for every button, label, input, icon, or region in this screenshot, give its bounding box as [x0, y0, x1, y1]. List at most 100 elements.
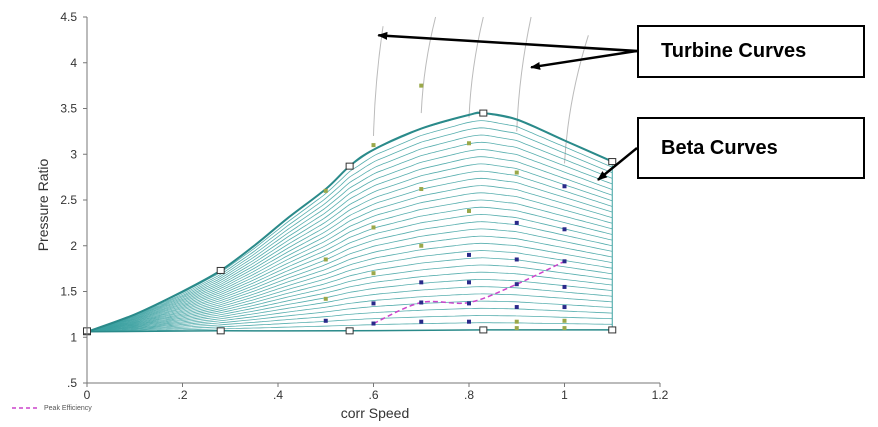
surge-line	[86, 111, 613, 333]
beta-curve	[86, 149, 613, 333]
peak-efficiency-line	[373, 260, 565, 325]
operating-point	[323, 296, 328, 301]
beta-curve	[86, 163, 613, 333]
operating-point	[562, 284, 567, 289]
operating-point	[371, 271, 376, 276]
beta-curves	[86, 112, 613, 333]
beta-curve	[86, 192, 613, 333]
y-tick-label: 4	[70, 56, 77, 70]
beta-curve	[86, 307, 613, 333]
turbine-curve	[516, 16, 532, 132]
map-marker	[608, 326, 617, 334]
x-tick-label: .4	[273, 388, 283, 402]
beta-curve	[86, 177, 613, 333]
map-marker	[216, 327, 225, 335]
beta-curve	[86, 257, 613, 333]
x-tick-label: .6	[368, 388, 378, 402]
beta-curve	[86, 286, 613, 333]
map-marker	[479, 326, 488, 334]
operating-point	[467, 280, 471, 285]
operating-point	[419, 187, 424, 192]
beta-curve	[86, 199, 613, 333]
operating-point	[562, 184, 567, 189]
turbine-curve	[468, 16, 484, 118]
operating-point	[467, 208, 471, 213]
y-tick-label: 1.5	[60, 285, 77, 299]
beta-curve	[86, 213, 613, 333]
beta-curve	[86, 170, 613, 333]
operating-point	[419, 319, 424, 324]
beta-arrow	[597, 147, 638, 181]
operating-point	[562, 326, 567, 331]
turbine-arrow	[530, 49, 638, 70]
y-tick-label: .5	[67, 376, 77, 390]
operating-point	[371, 143, 376, 148]
operating-point	[371, 301, 376, 306]
map-marker	[216, 266, 225, 274]
x-tick-label: 1	[561, 388, 568, 402]
operating-points	[323, 83, 567, 331]
y-tick-label: 3.5	[60, 102, 77, 116]
x-tick-label: 1.2	[652, 388, 669, 402]
operating-point	[514, 326, 519, 331]
operating-point	[562, 259, 567, 264]
beta-curve	[86, 228, 613, 333]
beta-curve	[86, 156, 613, 333]
y-tick-label: 3	[70, 147, 77, 161]
turbine-curves-callout: Turbine Curves	[637, 25, 865, 78]
beta-curve	[86, 250, 613, 333]
beta-curve	[86, 221, 613, 333]
operating-point	[323, 318, 328, 323]
beta-curve	[86, 293, 613, 333]
y-tick-label: 2.5	[60, 193, 77, 207]
y-axis-title: Pressure Ratio	[35, 158, 51, 251]
beta-curve	[86, 242, 613, 333]
operating-point	[514, 319, 519, 324]
operating-point	[467, 301, 471, 306]
beta-curve	[86, 264, 613, 333]
operating-point	[419, 243, 424, 248]
operating-point	[514, 170, 519, 175]
turbine-curves	[373, 16, 589, 164]
legend: Peak Efficiency	[12, 405, 92, 412]
operating-point	[514, 257, 519, 262]
x-axis-title: corr Speed	[341, 405, 409, 421]
operating-point	[514, 282, 519, 287]
beta-curve	[86, 271, 613, 333]
y-tick-label: 4.5	[60, 10, 77, 24]
beta-curve	[86, 206, 613, 333]
operating-point	[467, 252, 471, 257]
turbine-curve	[420, 16, 437, 114]
map-marker	[608, 158, 617, 166]
operating-point	[467, 319, 471, 324]
turbine-curves-callout-text: Turbine Curves	[661, 40, 807, 62]
map-marker	[345, 162, 354, 170]
operating-point	[371, 321, 376, 326]
x-tick-label: 0	[84, 388, 91, 402]
beta-curve	[86, 300, 613, 333]
operating-point	[419, 300, 424, 305]
beta-curve	[86, 127, 613, 333]
annotation-arrows	[377, 31, 638, 181]
operating-point	[419, 280, 424, 285]
map-marker	[345, 327, 354, 335]
legend-peak-efficiency-label: Peak Efficiency	[44, 405, 92, 412]
tick-labels: 0.2.4.6.8 1 1.24.543.532.521.51.5	[60, 10, 668, 402]
beta-curve	[86, 134, 613, 333]
beta-curve	[86, 278, 613, 333]
operating-point	[514, 220, 519, 225]
turbine-arrow	[377, 31, 638, 53]
beta-curve	[86, 141, 613, 333]
operating-point	[514, 305, 519, 310]
operating-point	[562, 305, 567, 310]
operating-point	[562, 227, 567, 232]
operating-point	[323, 257, 328, 262]
operating-point	[562, 318, 567, 323]
operating-point	[467, 141, 471, 146]
beta-curves-callout-text: Beta Curves	[661, 136, 778, 159]
y-tick-label: 2	[70, 239, 77, 253]
beta-curve	[86, 235, 613, 333]
beta-curve	[86, 185, 613, 333]
y-tick-label: 1	[70, 330, 77, 344]
